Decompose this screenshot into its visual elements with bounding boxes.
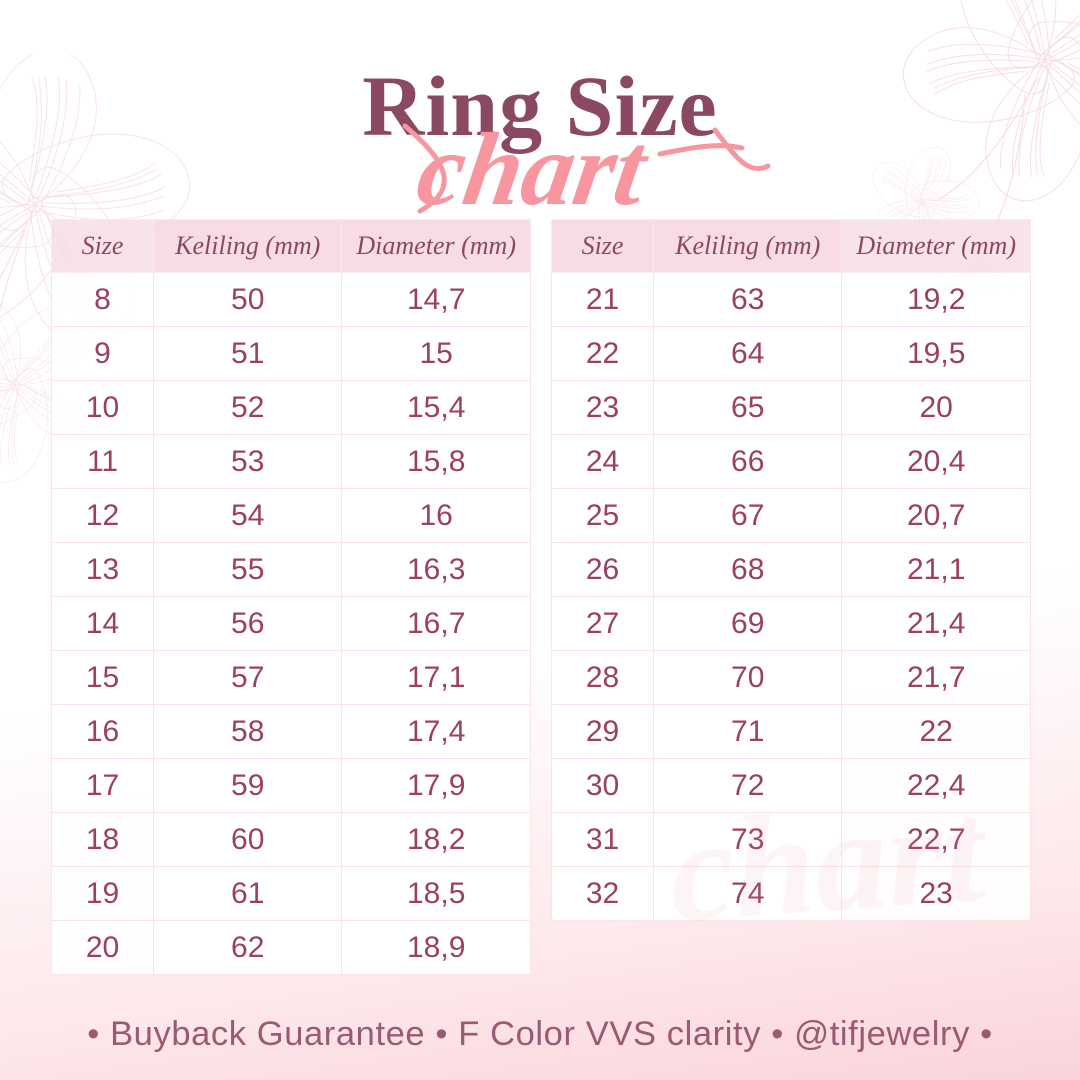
svg-text:chart: chart [410, 118, 657, 227]
